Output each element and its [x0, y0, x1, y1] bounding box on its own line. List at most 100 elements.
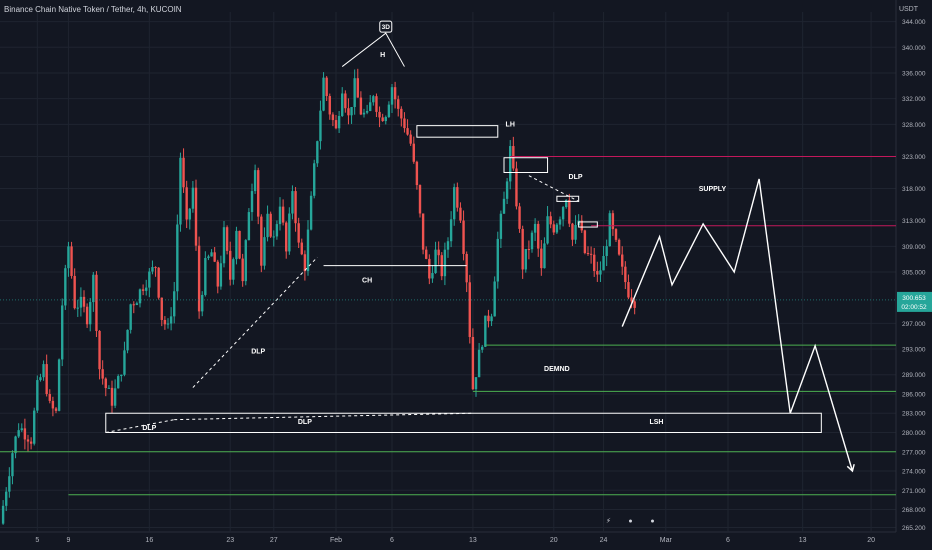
zone-box	[416, 125, 499, 138]
candle-body	[375, 96, 378, 112]
candle-body	[484, 315, 487, 347]
peak-tag-label: 3D	[382, 24, 391, 31]
candle-body	[51, 400, 55, 409]
candle-body	[403, 118, 406, 129]
candle-body	[191, 187, 195, 209]
candle-body	[337, 115, 341, 129]
candle-body	[126, 329, 129, 351]
candle-body	[580, 220, 583, 231]
annotation-label-supply: SUPPLY	[699, 186, 727, 193]
candle-body	[555, 224, 559, 233]
x-tick-label: 27	[270, 537, 278, 544]
candle-body	[204, 258, 207, 295]
candle-body	[418, 185, 422, 214]
candle-body	[459, 207, 462, 221]
candle-body	[253, 170, 257, 192]
candle-body	[608, 213, 611, 247]
annotation-label-ch: CH	[362, 277, 372, 284]
candle-body	[443, 249, 447, 277]
candle-body	[627, 282, 630, 298]
candle-body	[621, 254, 624, 267]
candle-body	[425, 249, 428, 259]
candle-body	[331, 114, 335, 121]
us-flag-icon[interactable]: ●	[650, 518, 655, 525]
candle-body	[456, 187, 459, 208]
candle-body	[26, 439, 30, 442]
candle-body	[633, 301, 636, 308]
candle-body	[20, 428, 23, 431]
symbol-title: Binance Chain Native Token / Tether, 4h,…	[4, 5, 182, 14]
candle-body	[397, 99, 400, 109]
annotation-label-demnd: DEMND	[544, 366, 570, 373]
candle-body	[266, 213, 269, 238]
y-tick-label: 309.000	[902, 244, 926, 251]
candle-body	[353, 78, 356, 108]
candle-body	[593, 254, 596, 272]
candle-body	[384, 116, 387, 122]
annotation-label-dlp: DLP	[298, 419, 312, 426]
candle-body	[524, 249, 527, 270]
currency-label: USDT	[898, 6, 918, 13]
peak-wedge	[341, 32, 405, 67]
candle-body	[95, 274, 98, 331]
x-tick-label: 6	[726, 537, 730, 544]
y-tick-label: 283.000	[902, 411, 926, 418]
candle-body	[322, 77, 325, 111]
x-tick-label: 20	[550, 537, 558, 544]
candle-body	[42, 364, 45, 378]
candle-body	[493, 281, 496, 317]
y-tick-label: 340.000	[902, 45, 926, 52]
candle-body	[602, 255, 605, 271]
candle-body	[272, 236, 275, 238]
candle-body	[98, 330, 101, 370]
x-tick-label: 5	[35, 537, 39, 544]
candle-body	[148, 271, 151, 288]
candle-body	[561, 207, 565, 220]
candle-body	[306, 229, 310, 272]
candle-body	[431, 273, 434, 279]
y-tick-label: 318.000	[902, 186, 926, 193]
candle-body	[113, 388, 117, 406]
candle-body	[300, 242, 303, 255]
candle-body	[132, 304, 135, 306]
candle-body	[145, 287, 148, 291]
candle-body	[344, 93, 347, 109]
candle-body	[390, 87, 394, 105]
x-tick-label: 13	[469, 537, 477, 544]
candle-body	[154, 267, 157, 269]
candle-body	[328, 96, 331, 115]
candle-body	[356, 78, 359, 98]
x-tick-label: Mar	[660, 537, 673, 544]
candle-body	[365, 111, 369, 113]
y-tick-label: 328.000	[902, 122, 926, 129]
candle-body	[468, 282, 471, 337]
candle-body	[496, 238, 499, 282]
candle-body	[73, 275, 76, 309]
candle-body	[428, 258, 431, 279]
candle-body	[141, 289, 145, 291]
candle-body	[207, 256, 210, 259]
us-flag-icon[interactable]: ●	[628, 518, 633, 525]
candle-body	[138, 289, 142, 304]
candle-body	[275, 224, 279, 237]
candle-body	[288, 213, 291, 252]
y-tick-label: 336.000	[902, 70, 926, 77]
candle-body	[437, 249, 440, 256]
candle-body	[596, 271, 599, 275]
annotation-label-dlp: DLP	[569, 174, 583, 181]
zone-box	[503, 157, 549, 173]
candle-body	[23, 428, 27, 440]
candle-body	[434, 249, 437, 274]
candle-body	[574, 225, 577, 240]
candle-body	[79, 296, 83, 308]
y-tick-label: 332.000	[902, 96, 926, 103]
lightning-icon[interactable]: ⚡	[606, 518, 611, 525]
zone-box	[578, 221, 598, 228]
candle-body	[303, 254, 307, 272]
candle-body	[533, 223, 537, 233]
y-tick-label: 268.000	[902, 507, 926, 514]
candle-body	[5, 491, 8, 506]
candle-body	[219, 263, 223, 287]
y-tick-label: 293.000	[902, 347, 926, 354]
